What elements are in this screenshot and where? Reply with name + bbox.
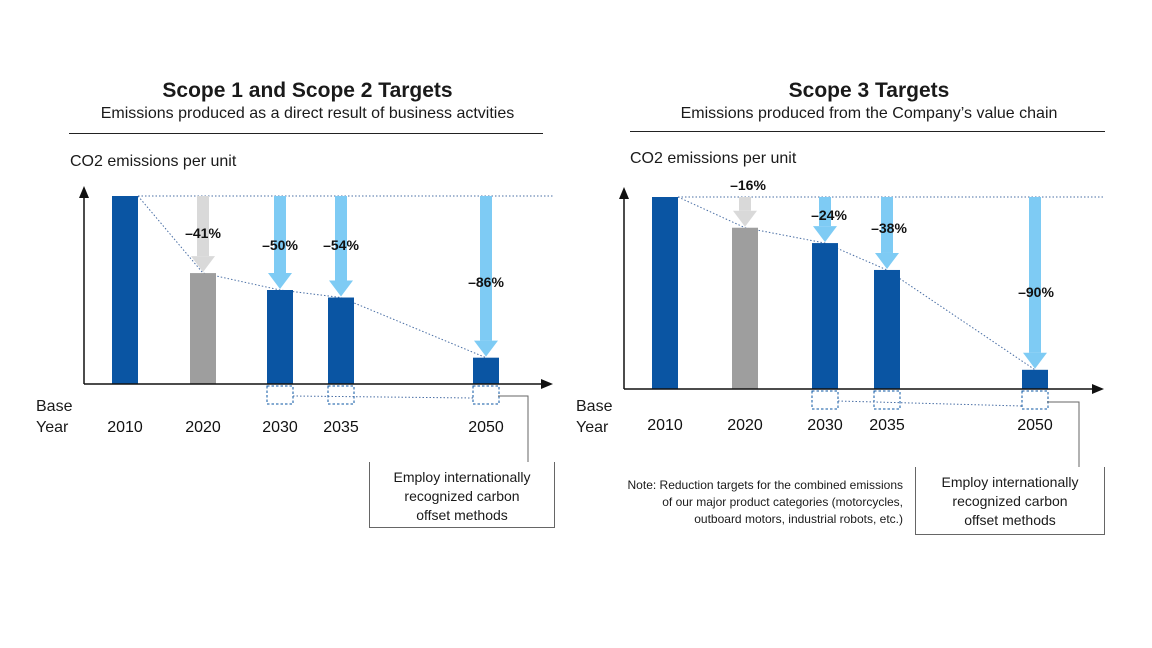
scope3-arrow-2030: [813, 197, 837, 243]
scope3-tick-2050: 2050: [1017, 417, 1053, 434]
scope12-arrow-2035: [329, 196, 353, 297]
scope12-callout-connector: [498, 395, 529, 462]
scope12-y-axis-arrow: [79, 186, 89, 198]
scope12-arrow-head-2035: [329, 280, 353, 297]
scope3-arrow-shaft-2035: [881, 197, 893, 253]
scope3-x-axis-arrow: [1092, 384, 1104, 394]
scope3-arrow-shaft-2050: [1029, 197, 1041, 353]
scope3-y-axis-arrow: [619, 187, 629, 199]
scope3-reduction-label-2035: –38%: [871, 220, 907, 236]
scope12-bar-2010: [112, 196, 138, 384]
scope3-tick-2010: 2010: [647, 417, 683, 434]
scope3-tick-2030: 2030: [807, 417, 843, 434]
scope12-offset-line-1: Employ internationally: [393, 469, 531, 485]
scope3-trend-line: [677, 196, 1036, 371]
scope12-offset-line-2: recognized carbon: [404, 488, 520, 504]
scope3-reduction-label-2030: –24%: [811, 207, 847, 223]
scope3-offset-marker-2050: [1021, 390, 1049, 410]
scope12-x-axis-arrow: [541, 379, 553, 389]
scope12-offset-marker-2030: [266, 385, 294, 405]
scope12-chart: 2010 2020 2030 2035 2050 –41% –50% –54% –86%: [79, 186, 553, 462]
scope3-note-line-1: Note: Reduction targets for the combined…: [627, 478, 903, 492]
scope3-note-line-3: outboard motors, industrial robots, etc.…: [694, 512, 903, 526]
scope12-reduction-label-2050: –86%: [468, 274, 504, 290]
scope12-tick-2050: 2050: [468, 419, 504, 436]
scope3-base-label-2: Year: [576, 419, 609, 436]
scope12-tick-2020: 2020: [185, 419, 221, 436]
scope3-arrow-shaft-2030: [819, 197, 831, 227]
scope3-reduction-label-2020: –16%: [730, 177, 766, 193]
scope12-arrow-shaft-2035: [335, 196, 347, 281]
scope3-offset-line-1: Employ internationally: [941, 474, 1079, 490]
scope12-title: Scope 1 and Scope 2 Targets: [162, 79, 453, 102]
scope3-arrow-head-2035: [875, 252, 899, 269]
scope3-base-label-1: Base: [576, 398, 613, 415]
scope3-tick-2020: 2020: [727, 417, 763, 434]
scope12-offset-marker-2035: [327, 385, 355, 405]
scope3-chart: 2010 2020 2030 2035 2050 –16% –24% –38% –90%: [619, 177, 1104, 467]
scope12-reduction-label-2035: –54%: [323, 237, 359, 253]
scope3-offset-marker-2030: [811, 390, 839, 410]
scope12-base-label-1: Base: [36, 398, 73, 415]
scope12-tick-2010: 2010: [107, 419, 143, 436]
scope3-callout-connector: [1047, 401, 1080, 467]
scope3-title: Scope 3 Targets: [788, 79, 950, 102]
scope12-bar-2035: [328, 297, 354, 384]
scope3-arrow-head-2050: [1023, 352, 1047, 369]
scope12-subtitle: Emissions produced as a direct result of…: [100, 105, 515, 122]
scope12-arrow-head-2050: [474, 340, 498, 357]
scope3-ylabel: CO2 emissions per unit: [630, 150, 797, 167]
scope12-tick-2035: 2035: [323, 419, 359, 436]
scope3-bar-2010: [652, 197, 678, 389]
scope3-panel: Scope 3 Targets Emissions produced from …: [576, 0, 1152, 648]
scope12-bar-2030: [267, 290, 293, 384]
scope12-arrow-shaft-2050: [480, 196, 492, 341]
scope3-arrow-2050: [1023, 197, 1047, 369]
scope3-arrow-head-2030: [813, 226, 837, 243]
scope3-title-rule: [630, 131, 1105, 132]
scope3-arrow-2035: [875, 197, 899, 269]
scope3-bar-2020: [732, 227, 758, 389]
scope12-arrow-2030: [268, 196, 292, 289]
scope12-arrow-2020: [191, 196, 215, 273]
scope3-offset-trend-line: [837, 400, 1023, 407]
scope3-note: Note: Reduction targets for the combined…: [570, 477, 903, 528]
scope12-arrow-head-2030: [268, 273, 292, 289]
scope12-title-rule: [69, 133, 543, 134]
scope12-base-label-2: Year: [36, 419, 69, 436]
scope3-offset-line-2: recognized carbon: [952, 493, 1068, 509]
scope3-arrow-shaft-2020: [739, 197, 751, 211]
scope3-note-line-2: of our major product categories (motorcy…: [662, 495, 903, 509]
scope12-arrow-head-2020: [191, 256, 215, 273]
scope12-offset-marker-2050: [472, 385, 500, 405]
scope12-tick-2030: 2030: [262, 419, 298, 436]
scope12-offset-line-3: offset methods: [416, 507, 508, 523]
scope3-arrow-2020: [733, 197, 757, 227]
scope3-subtitle: Emissions produced from the Company’s va…: [680, 105, 1058, 122]
scope3-offset-marker-2035: [873, 390, 901, 410]
scope3-bar-2050: [1022, 369, 1048, 389]
scope12-reduction-label-2030: –50%: [262, 237, 298, 253]
scope3-arrow-head-2020: [733, 210, 757, 227]
scope3-bar-2035: [874, 269, 900, 389]
scope12-reduction-label-2020: –41%: [185, 225, 221, 241]
scope12-arrow-shaft-2020: [197, 196, 209, 257]
scope12-arrow-shaft-2030: [274, 196, 286, 273]
scope12-arrow-2050: [474, 196, 498, 357]
scope3-reduction-label-2050: –90%: [1018, 284, 1054, 300]
scope12-ylabel: CO2 emissions per unit: [70, 153, 237, 170]
scope3-offset-box: Employ internationally recognized carbon…: [915, 467, 1105, 535]
scope12-offset-box: Employ internationally recognized carbon…: [369, 462, 555, 528]
scope3-offset-line-3: offset methods: [964, 512, 1056, 528]
scope3-bar-2030: [812, 243, 838, 389]
scope12-panel: Scope 1 and Scope 2 Targets Emissions pr…: [36, 79, 555, 528]
scope12-bar-2050: [473, 357, 499, 384]
scope3-tick-2035: 2035: [869, 417, 905, 434]
scope12-bar-2020: [190, 273, 216, 384]
scope12-offset-trend-line: [292, 395, 474, 399]
